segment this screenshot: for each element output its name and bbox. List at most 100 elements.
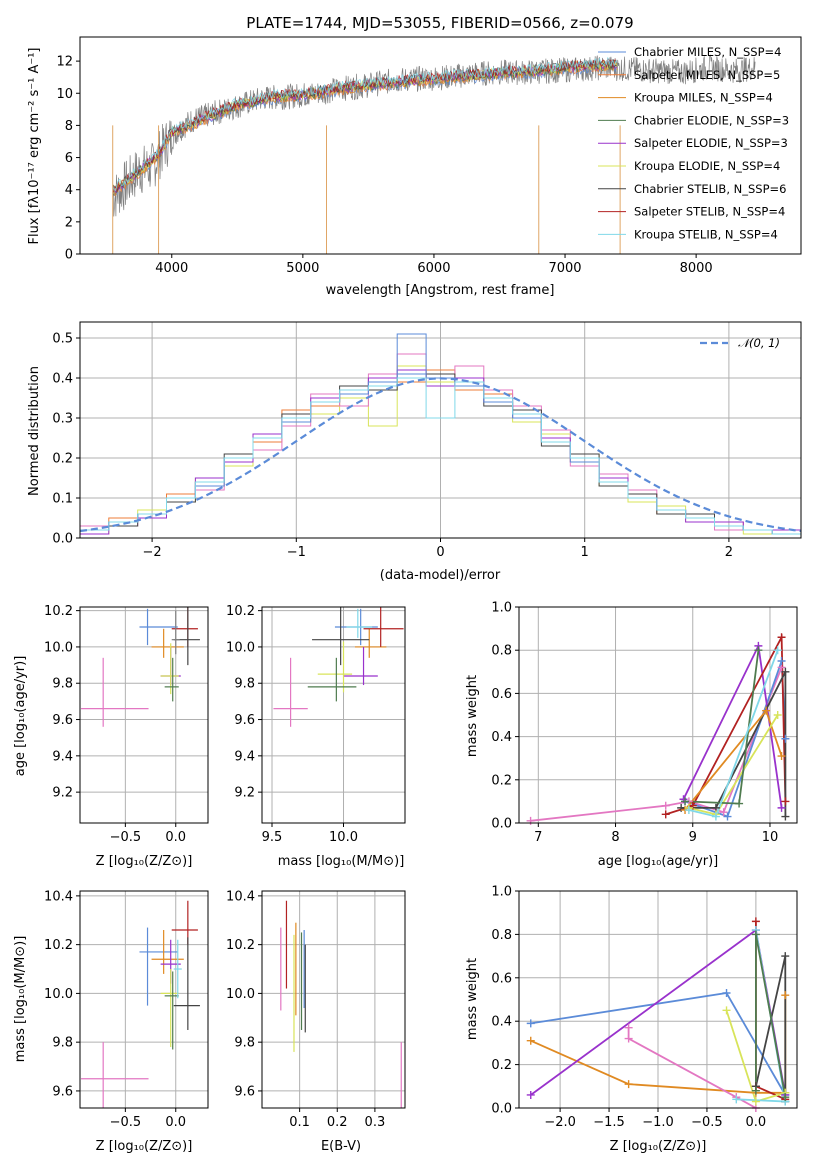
mass-vs-ebv-plot-area: 0.1 0.2 0.3 9.6 9.8 10.0 10.2 10.4 (226, 889, 406, 1130)
x-tick-label: −1.0 (642, 1115, 674, 1130)
y-tick-label: 10.0 (226, 987, 255, 1002)
spectrum-ylabel: Flux [fλ10⁻¹⁷ erg cm⁻² s⁻¹ A⁻¹] (27, 48, 42, 245)
mass-vs-z-plot-area: −0.5 0.0 9.6 9.8 10.0 10.2 10.4 (44, 889, 209, 1130)
x-tick-label: −0.5 (110, 830, 142, 845)
y-tick-label: 0.8 (491, 644, 512, 659)
weight-point-marker (661, 810, 670, 819)
y-tick-label: 10 (56, 87, 73, 102)
y-tick-label: 0.2 (52, 452, 73, 467)
weight-point-marker (526, 1090, 535, 1099)
y-tick-label: 9.2 (234, 786, 255, 801)
axes-frame (261, 606, 406, 824)
model-spectrum-line (112, 56, 618, 192)
legend-label: Salpeter MILES, N_SSP=5 (634, 68, 780, 82)
y-tick-label: 9.8 (52, 677, 73, 692)
weight-point-marker (735, 799, 744, 808)
y-tick-label: 0.6 (491, 687, 512, 702)
residuals-ylabel: Normed distribution (27, 366, 42, 496)
weight-point-marker (624, 1023, 633, 1032)
y-tick-label: 4 (65, 183, 73, 198)
y-tick-label: 9.6 (234, 1084, 255, 1099)
y-tick-label: 0.2 (491, 773, 512, 788)
weight-point-marker (754, 646, 763, 655)
axes-frame (261, 890, 406, 1109)
mass-vs-ebv-xlabel: E(B-V) (321, 1139, 361, 1154)
mass-vs-ebv-panel: 0.1 0.2 0.3 9.6 9.8 10.0 10.2 10.4 E(B-V) (226, 889, 406, 1154)
weight-point-marker (777, 657, 786, 665)
x-tick-label: 10.0 (329, 830, 358, 845)
x-tick-label: 8000 (680, 261, 713, 276)
y-tick-label: 0.6 (491, 971, 512, 986)
weight-point-marker (684, 806, 693, 815)
y-tick-label: 6 (65, 151, 73, 166)
spectrum-xlabel: wavelength [Angstrom, rest frame] (326, 283, 555, 298)
weight-point-marker (661, 801, 670, 810)
y-tick-label: 0 (65, 248, 73, 263)
weight-point-marker (773, 711, 782, 719)
x-tick-label: 8 (611, 830, 619, 845)
y-tick-label: 0.2 (491, 1058, 512, 1073)
weight-vs-z-plot-area: −2.0 −1.5 −1.0 −0.5 0.0 0.0 0.2 0.4 0.6 0.8 1.0 (491, 885, 798, 1130)
axes-frame (79, 36, 802, 255)
plot-content (80, 333, 801, 538)
age-vs-z-ylabel: age [log₁₀(age/yr)] (13, 656, 28, 777)
age-vs-mass-panel: 9.5 10.0 9.2 9.4 9.6 9.8 10.0 10.2 mass [log₁₀(… (226, 604, 406, 869)
weight-series-line (681, 671, 787, 817)
weight-point-marker (751, 1086, 760, 1095)
weight-point-marker (781, 667, 790, 676)
y-tick-label: 10.2 (226, 938, 255, 953)
y-tick-label: 10.0 (44, 640, 73, 655)
x-tick-label: 0.1 (289, 1115, 310, 1130)
x-tick-label: 9 (689, 830, 697, 845)
y-tick-label: 12 (56, 55, 73, 70)
spectrum-panel: PLATE=1744, MJD=53055, FIBERID=0566, z=0… (27, 14, 802, 298)
x-tick-label: 0.2 (327, 1115, 348, 1130)
residuals-xlabel: (data-model)/error (380, 568, 501, 583)
legend-label: Chabrier ELODIE, N_SSP=3 (634, 113, 789, 127)
y-tick-label: 9.8 (234, 677, 255, 692)
plot-content (273, 607, 404, 727)
weight-vs-z-ylabel: mass weight (465, 958, 480, 1040)
x-tick-label: 4000 (155, 261, 188, 276)
weight-point-marker (719, 808, 728, 817)
y-tick-label: 10.0 (226, 640, 255, 655)
normal-pdf-curve (80, 377, 801, 533)
weight-point-marker (777, 803, 786, 812)
y-tick-label: 10.2 (44, 938, 73, 953)
x-tick-label: −2.0 (544, 1115, 576, 1130)
plot-content (81, 607, 200, 727)
x-tick-label: 5000 (286, 261, 319, 276)
x-tick-label: 2 (725, 545, 733, 560)
y-tick-label: 0.0 (491, 817, 512, 832)
x-tick-label: −0.5 (691, 1115, 723, 1130)
weight-vs-age-plot-area: 7 8 9 10 0.0 0.2 0.4 0.6 0.8 1.0 (491, 601, 798, 845)
axes-frame (79, 890, 209, 1109)
weight-point-marker (681, 797, 690, 806)
x-tick-label: 7000 (548, 261, 581, 276)
weight-vs-age-ylabel: mass weight (465, 675, 480, 757)
weight-point-marker (526, 1019, 535, 1028)
legend-label: Kroupa ELODIE, N_SSP=4 (634, 159, 780, 173)
x-tick-label: 6000 (417, 261, 450, 276)
weight-point-marker (624, 1080, 633, 1089)
y-tick-label: 1.0 (491, 885, 512, 900)
x-tick-label: 0.0 (746, 1115, 767, 1130)
age-vs-mass-xlabel: mass [log₁₀(M/M⊙)] (278, 854, 405, 869)
legend-label: Chabrier MILES, N_SSP=4 (634, 45, 781, 59)
x-tick-label: 0.3 (365, 1115, 386, 1130)
model-spectrum-line (112, 62, 618, 197)
residuals-plot-area: −2 −1 0 1 2 0.0 0.1 0.2 0.3 0.4 0.5 𝒩(0, 1) (52, 321, 802, 560)
x-tick-label: 7 (534, 830, 542, 845)
x-tick-label: 9.5 (262, 830, 283, 845)
legend-label: Chabrier STELIB, N_SSP=6 (634, 182, 786, 196)
y-tick-label: 0.4 (52, 372, 73, 387)
x-tick-label: 0.0 (165, 830, 186, 845)
x-tick-label: −0.5 (110, 1115, 142, 1130)
y-tick-label: 0.4 (491, 730, 512, 745)
mass-vs-z-ylabel: mass [log₁₀(M/M⊙)] (13, 936, 28, 1063)
axes-frame (518, 890, 798, 1109)
legend-label: Kroupa STELIB, N_SSP=4 (634, 227, 778, 241)
weight-point-marker (751, 1097, 760, 1106)
legend-label: Salpeter ELODIE, N_SSP=3 (634, 136, 788, 150)
weight-point-marker (773, 646, 782, 655)
